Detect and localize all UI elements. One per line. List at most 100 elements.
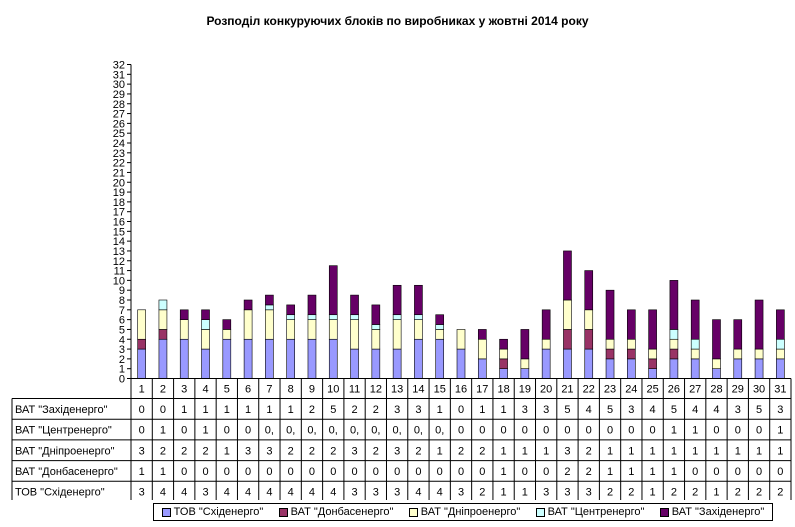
table-cell: 2 [202,445,208,457]
y-tick-label: 15 [113,226,125,238]
table-cell: 4 [181,487,187,499]
table-cell: 1 [266,404,272,416]
table-cell: 1 [628,466,634,478]
table-cell: 2 [607,487,613,499]
table-cell: 2 [330,445,336,457]
y-tick-label: 8 [119,295,125,307]
bar-segment [179,319,189,340]
bar-segment [690,358,700,379]
chart-area: 0123456789101112131415161718192021222324… [11,60,792,500]
y-tick-label: 27 [113,109,125,121]
table-row-label: ВАТ "Донбасенерго" [15,466,118,478]
table-cell: 2 [777,487,783,499]
table-cell: 0 [181,466,187,478]
table-cell: 3 [394,404,400,416]
table-cell: 2 [479,445,485,457]
x-tick-label: 9 [309,384,315,396]
table-cell: 1 [543,445,549,457]
x-tick-label: 4 [202,384,208,396]
table-cell: 0 [777,466,783,478]
table-cell: 5 [607,404,613,416]
bar-segment [584,329,594,350]
y-tick-label: 25 [113,128,125,140]
y-tick-label: 19 [113,187,125,199]
table-cell: 2 [692,487,698,499]
legend-swatch [278,507,288,517]
x-tick-label: 6 [245,384,251,396]
bar-segment [158,309,168,330]
table-cell: 5 [564,404,570,416]
bar-segment [733,348,743,360]
table-cell: 0, [307,425,316,437]
bar-segment [648,368,657,379]
bar-segment [499,368,508,379]
bar-segment [350,348,359,379]
table-cell: 3 [373,487,379,499]
table-cell: 0 [628,425,634,437]
bar-segment [201,348,210,379]
y-tick-label: 18 [113,197,125,209]
bar-segment [733,358,743,379]
x-tick-label: 17 [476,384,488,396]
x-tick-label: 19 [519,384,531,396]
bar-segment [456,348,466,379]
bar-segment [414,284,423,316]
bar-segment [243,299,253,311]
y-tick-label: 26 [113,118,125,130]
bar-segment [307,314,317,320]
table-cell: 0 [415,466,421,478]
bar-segment [201,319,210,330]
table-cell: 0, [329,425,338,437]
bar-segment [776,309,785,340]
x-tick-label: 31 [774,384,786,396]
y-tick-label: 2 [119,354,125,366]
x-tick-label: 24 [625,384,637,396]
bar-segment [690,348,700,360]
table-cell: 2 [479,487,485,499]
bar-segment [435,338,445,379]
bar-segment [414,338,423,379]
table-cell: 0 [266,466,272,478]
y-tick-label: 10 [113,275,125,287]
bar-segment [584,270,594,311]
bar-segment [627,338,636,350]
table-cell: 3 [543,487,549,499]
bar-segment [435,329,445,340]
bar-segment [137,338,146,350]
bar-segment [286,314,295,320]
y-tick-label: 4 [119,334,125,346]
bar-segment [541,348,551,379]
bar-segment [328,265,338,316]
bar-segment [627,348,636,360]
bar-segment [669,348,679,360]
y-tick-label: 9 [119,285,125,297]
table-cell: 5 [330,404,336,416]
y-tick-label: 0 [119,374,125,386]
table-cell: 3 [543,404,549,416]
table-cell: 1 [224,445,230,457]
table-cell: 0, [371,425,380,437]
legend-swatch [161,507,171,517]
table-cell: 0 [245,466,251,478]
table-cell: 0, [435,425,444,437]
y-tick-label: 7 [119,305,125,317]
table-cell: 2 [415,445,421,457]
bar-segment [605,289,615,340]
table-cell: 0 [607,425,613,437]
bar-segment [350,319,359,350]
bar-segment [754,348,764,360]
table-cell: 0, [350,425,359,437]
table-cell: 1 [437,445,443,457]
bar-segment [499,358,508,369]
bar-segment [690,338,700,350]
table-cell: 1 [671,445,677,457]
table-cell: 1 [202,404,208,416]
legend-item: ВАТ "Дніпроенерго" [408,506,520,518]
table-cell: 0 [139,425,145,437]
bar-segment [307,319,317,340]
table-cell: 3 [564,487,570,499]
table-cell: 2 [373,445,379,457]
table-cell: 0 [564,425,570,437]
table-cell: 1 [777,445,783,457]
table-row-label: ТОВ "Сxiденерго" [15,487,105,499]
